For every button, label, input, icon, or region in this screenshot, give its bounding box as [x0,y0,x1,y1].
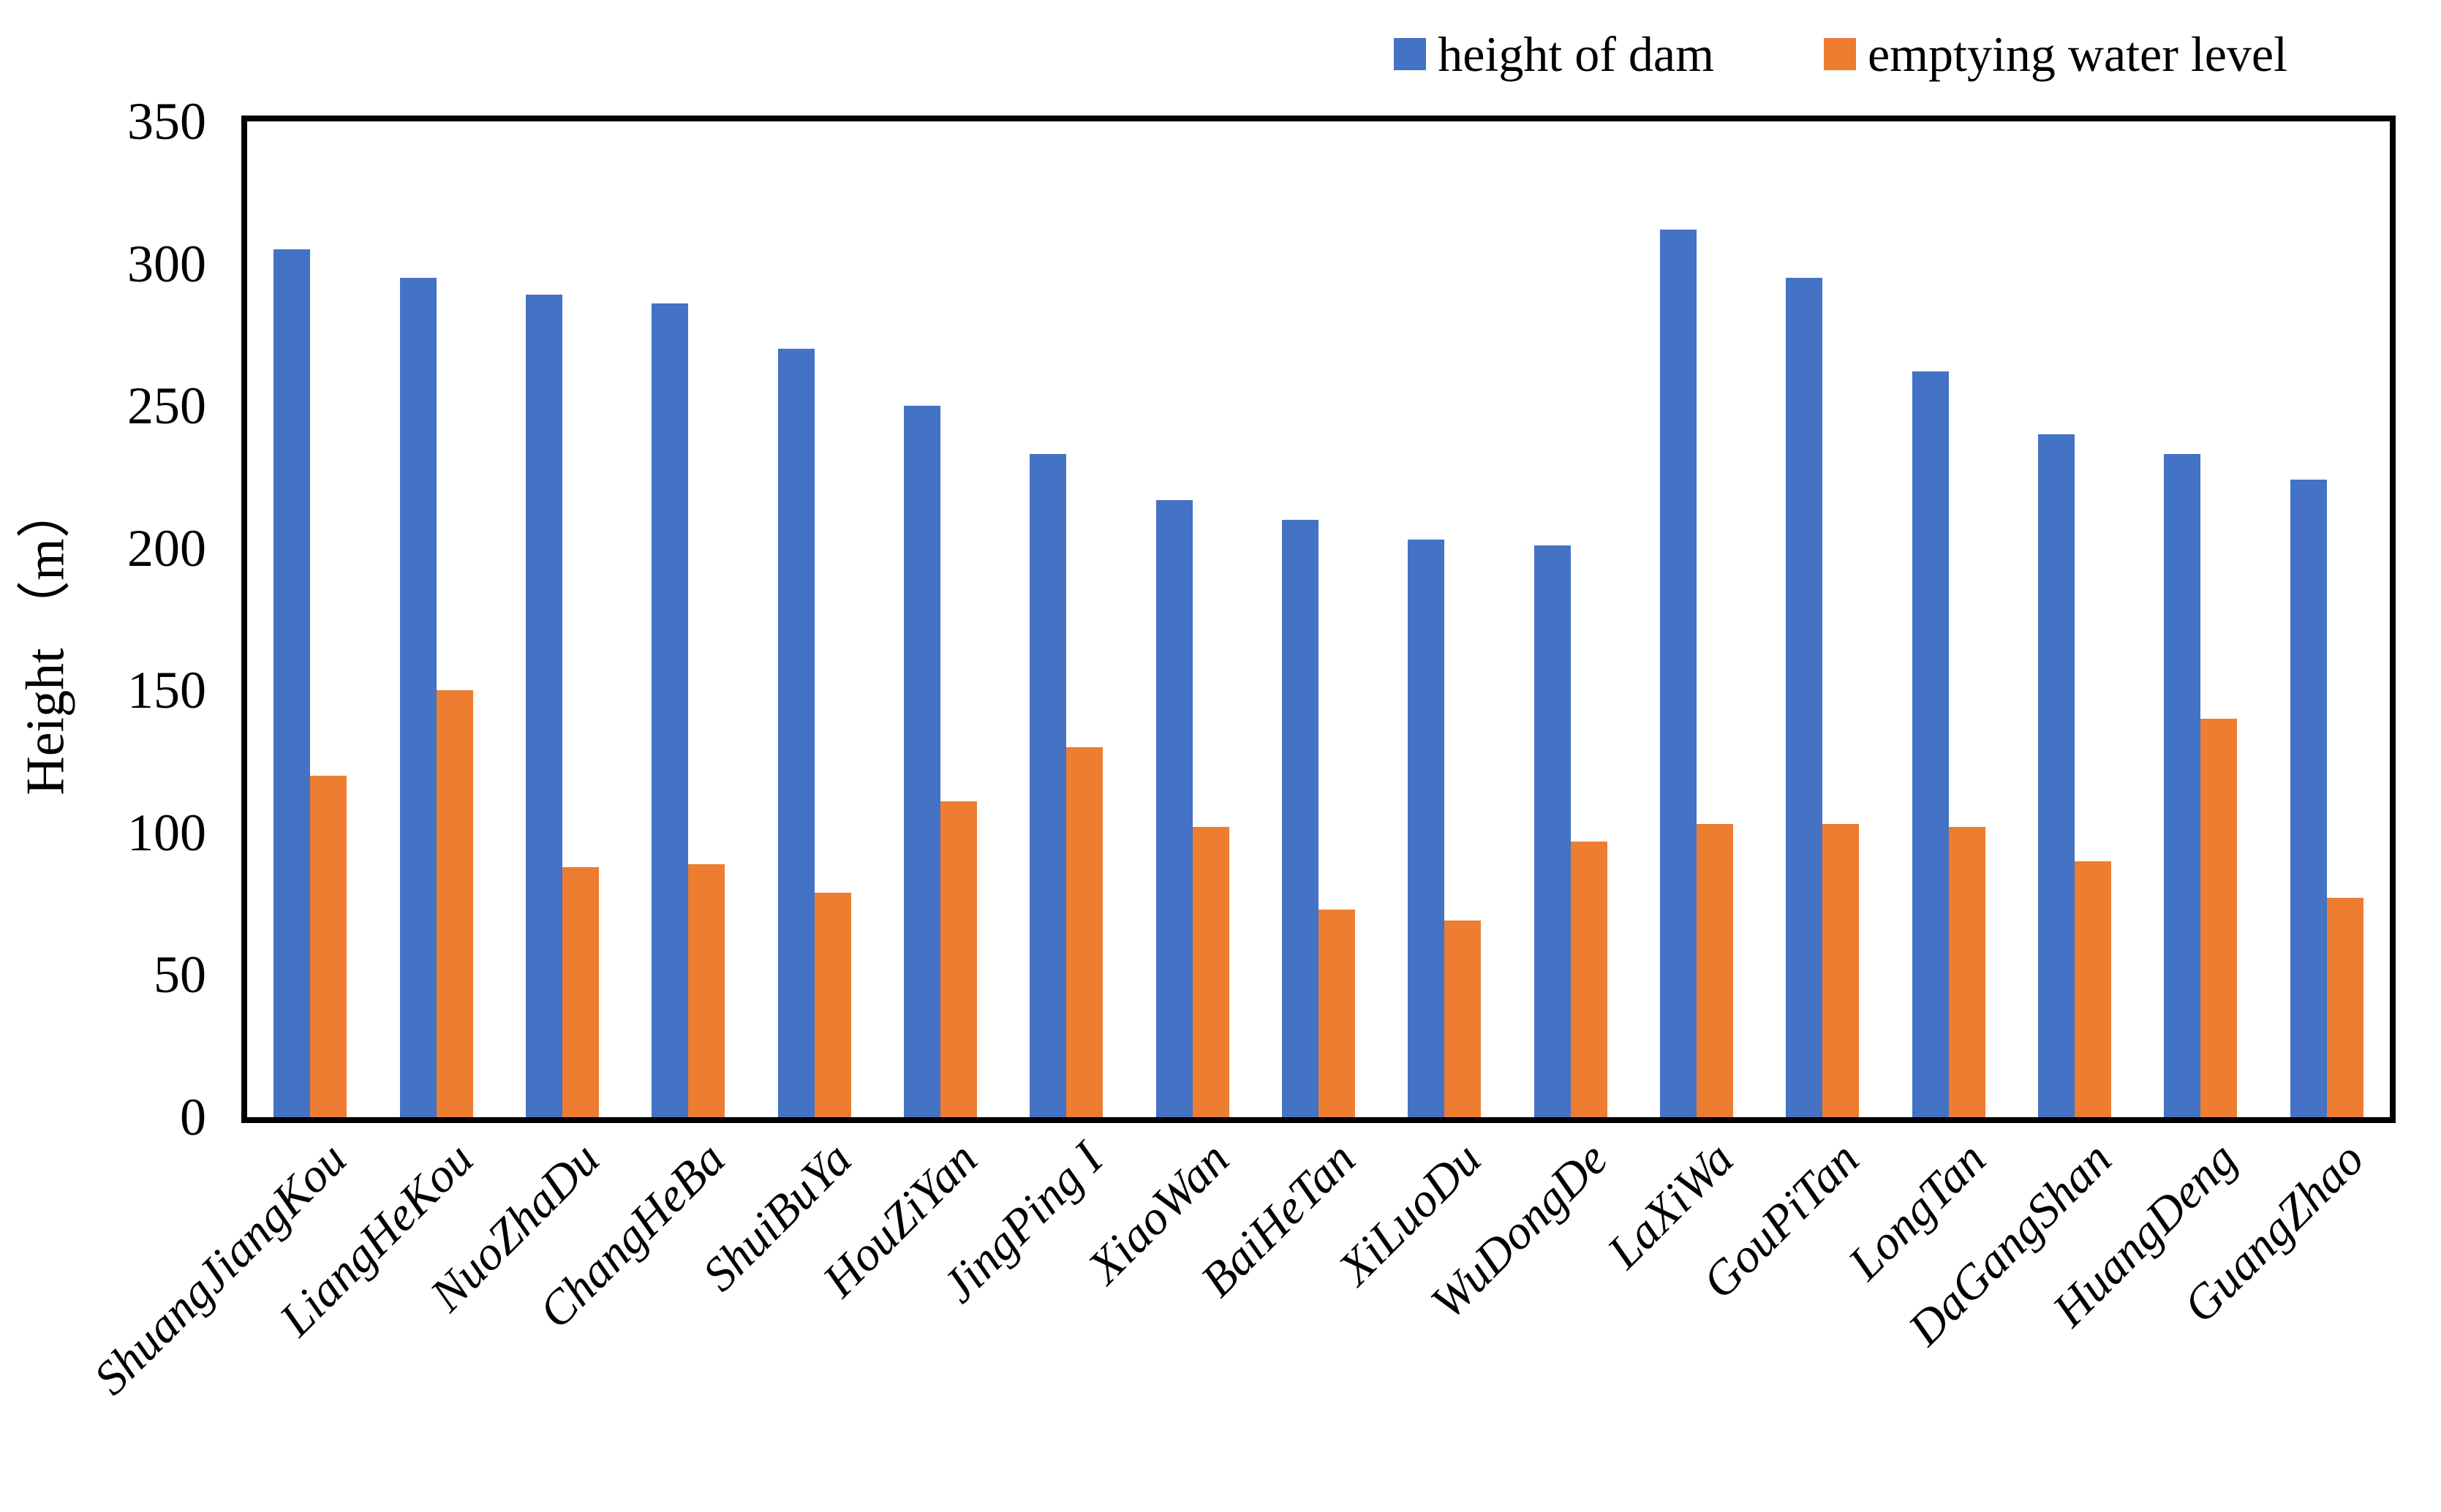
legend-swatch-orange-icon [1823,38,1856,70]
bar-height-of-dam-BaiHeTan [1282,520,1318,1117]
bar-height-of-dam-WuDongDe [1534,545,1571,1117]
bar-height-of-dam-GuangZhao [2290,480,2327,1117]
legend-swatch-blue-icon [1394,38,1427,70]
bar-height-of-dam-LaXiWa [1660,230,1697,1117]
bar-emptying-water-level-WuDongDe [1571,842,1607,1117]
bar-emptying-water-level-ChangHeBa [688,864,725,1117]
bar-emptying-water-level-ShuiBuYa [815,893,851,1117]
bar-height-of-dam-HouZiYan [904,406,940,1117]
bar-emptying-water-level-NuoZhaDu [562,867,599,1117]
bar-height-of-dam-NuoZhaDu [526,295,562,1117]
bar-emptying-water-level-LongTan [1949,827,1985,1117]
bar-height-of-dam-DaGangShan [2038,434,2075,1117]
bar-emptying-water-level-LaXiWa [1697,824,1733,1117]
y-tick-250: 250 [127,377,206,435]
legend-label-emptying-water-level: emptying water level [1867,26,2287,82]
bar-emptying-water-level-LiangHeKou [437,690,473,1117]
y-tick-300: 300 [127,235,206,293]
bar-emptying-water-level-DaGangShan [2075,861,2111,1117]
bar-emptying-water-level-ShuangJiangKou [310,776,347,1117]
bar-height-of-dam-ShuiBuYa [778,349,815,1117]
bar-height-of-dam-XiaoWan [1156,500,1193,1117]
bar-height-of-dam-JingPing-I [1030,454,1066,1117]
bar-emptying-water-level-JingPing-I [1066,747,1103,1117]
bar-height-of-dam-HuangDeng [2164,454,2200,1117]
y-tick-200: 200 [127,519,206,578]
bar-emptying-water-level-XiaoWan [1193,827,1229,1117]
bar-height-of-dam-ShuangJiangKou [273,249,310,1117]
y-tick-100: 100 [127,804,206,862]
bar-emptying-water-level-XiLuoDu [1444,921,1481,1117]
bar-emptying-water-level-GouPiTan [1822,824,1859,1117]
y-tick-0: 0 [180,1088,206,1146]
y-tick-350: 350 [127,92,206,151]
legend-item-emptying-water-level: emptying water level [1823,26,2287,82]
bar-emptying-water-level-HuangDeng [2200,719,2237,1117]
bar-height-of-dam-GouPiTan [1786,278,1822,1117]
bar-emptying-water-level-BaiHeTan [1318,910,1355,1117]
legend-item-height-of-dam: height of dam [1394,29,1714,79]
bar-height-of-dam-LongTan [1912,371,1949,1117]
bar-height-of-dam-XiLuoDu [1408,540,1444,1117]
bar-height-of-dam-LiangHeKou [400,278,437,1117]
legend: height of dam emptying water level [1394,29,2287,79]
bar-emptying-water-level-GuangZhao [2327,898,2363,1117]
plot-area [241,116,2396,1123]
y-tick-50: 50 [154,945,206,1004]
bar-emptying-water-level-HouZiYan [940,801,977,1117]
legend-label-height-of-dam: height of dam [1438,26,1714,82]
y-tick-150: 150 [127,661,206,719]
bar-height-of-dam-ChangHeBa [652,303,688,1117]
